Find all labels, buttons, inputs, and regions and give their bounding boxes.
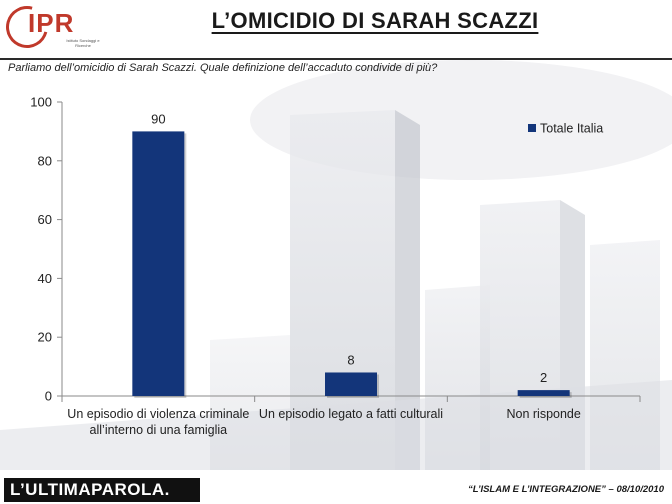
legend-swatch xyxy=(528,124,536,132)
ipr-logo: IPR Istituto Sondaggi e Ricerche xyxy=(0,0,100,56)
data-label: 2 xyxy=(540,370,547,385)
legend-entry: Totale Italia xyxy=(540,122,603,136)
data-label: 90 xyxy=(151,111,165,126)
footer-note: “L’ISLAM E L’INTEGRAZIONE” – 08/10/2010 xyxy=(467,484,664,495)
logo-text: IPR xyxy=(28,8,75,38)
bar xyxy=(325,372,377,396)
y-tick-label: 20 xyxy=(38,330,52,345)
title-divider xyxy=(0,58,672,60)
brand-logo: L’ULTIMAPAROLA. xyxy=(4,478,200,502)
logo-subtext: Istituto Sondaggi e Ricerche xyxy=(66,38,100,48)
y-tick-label: 0 xyxy=(45,389,52,404)
x-tick-label: Un episodio di violenza criminale xyxy=(67,407,249,421)
y-tick-label: 80 xyxy=(38,153,52,168)
x-tick-label: all’interno di una famiglia xyxy=(90,423,228,437)
survey-question: Parliamo dell’omicidio di Sarah Scazzi. … xyxy=(8,62,438,74)
y-tick-label: 60 xyxy=(38,212,52,227)
x-tick-label: Non risponde xyxy=(506,407,580,421)
bar-chart: 0 20 40 60 80 100 90 Un episodio di violenza cr… xyxy=(30,95,641,437)
bar xyxy=(132,131,185,396)
page-title: L’OMICIDIO DI SARAH SCAZZI xyxy=(211,8,539,33)
footer: L’ULTIMAPAROLA. “L’ISLAM E L’INTEGRAZION… xyxy=(0,476,672,504)
header: IPR Istituto Sondaggi e Ricerche L’OMICI… xyxy=(0,0,672,60)
y-tick-label: 100 xyxy=(30,95,52,110)
y-tick-label: 40 xyxy=(38,271,52,286)
bar xyxy=(517,390,570,396)
data-label: 8 xyxy=(347,352,354,367)
x-tick-label: Un episodio legato a fatti culturali xyxy=(259,407,443,421)
